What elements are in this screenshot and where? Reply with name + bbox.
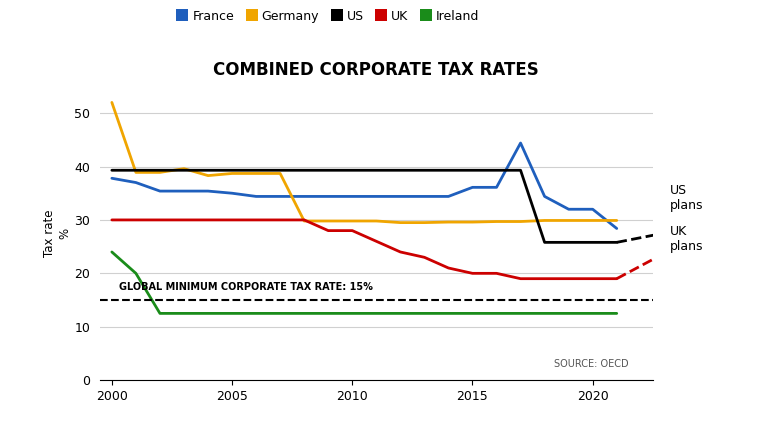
Title: COMBINED CORPORATE TAX RATES: COMBINED CORPORATE TAX RATES: [214, 61, 539, 79]
Text: SOURCE: OECD: SOURCE: OECD: [554, 359, 629, 369]
Legend: France, Germany, US, UK, Ireland: France, Germany, US, UK, Ireland: [173, 4, 485, 28]
Text: UK
plans: UK plans: [670, 225, 703, 253]
Text: GLOBAL MINIMUM CORPORATE TAX RATE: 15%: GLOBAL MINIMUM CORPORATE TAX RATE: 15%: [119, 283, 373, 292]
Text: US
plans: US plans: [670, 184, 703, 212]
Y-axis label: Tax rate
%: Tax rate %: [43, 210, 71, 257]
